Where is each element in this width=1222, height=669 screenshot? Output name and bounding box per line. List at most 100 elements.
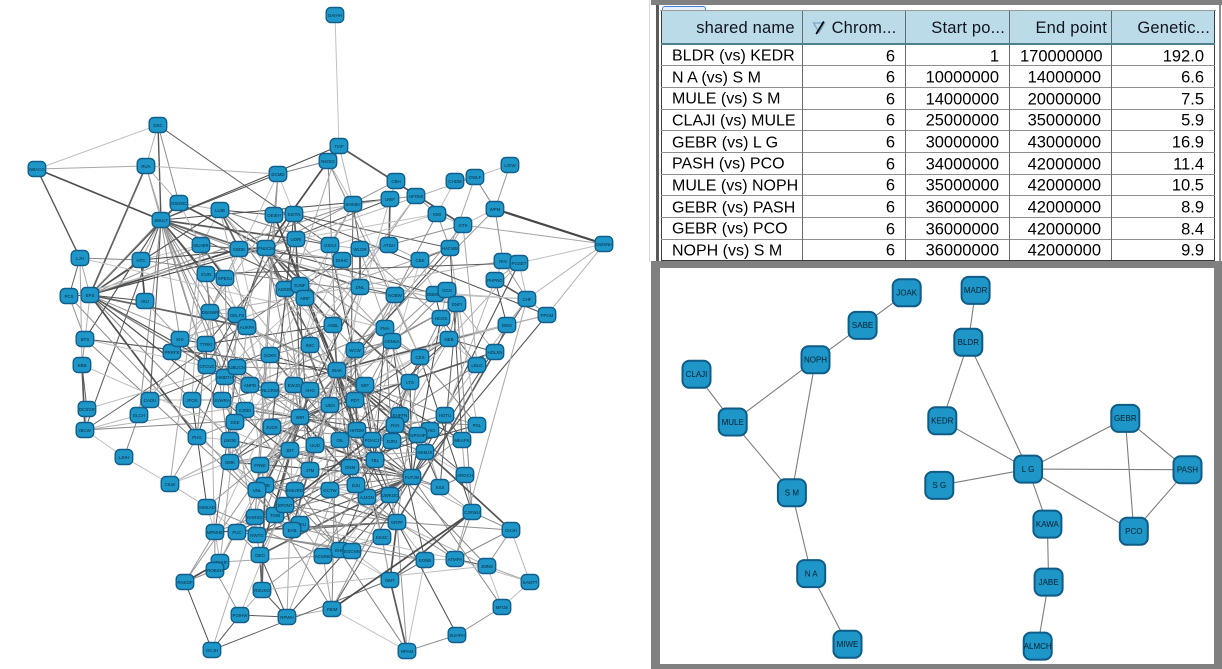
- svg-text:EWJO: EWJO: [288, 383, 301, 388]
- svg-text:AUKPA: AUKPA: [240, 325, 255, 330]
- svg-text:INIC: INIC: [306, 343, 315, 348]
- svg-text:OEO: OEO: [255, 553, 265, 558]
- svg-text:NOBW: NOBW: [388, 293, 403, 298]
- svg-text:KHI: KHI: [176, 337, 183, 342]
- svg-text:EHM: EHM: [335, 548, 345, 553]
- svg-text:NWTG: NWTG: [250, 533, 264, 538]
- svg-text:HACWB: HACWB: [442, 246, 458, 251]
- svg-text:SJDEI: SJDEI: [239, 408, 251, 413]
- svg-text:PCS: PCS: [64, 294, 73, 299]
- svg-text:KNURD: KNURD: [287, 488, 303, 493]
- svg-text:LUIB: LUIB: [215, 208, 225, 213]
- svg-text:S M: S M: [785, 489, 800, 498]
- svg-text:DJU: DJU: [352, 483, 361, 488]
- svg-text:UWF: UWF: [385, 197, 395, 202]
- svg-text:EPS: EPS: [86, 293, 95, 298]
- svg-text:OCJH: OCJH: [206, 648, 218, 653]
- svg-text:CBK: CBK: [415, 258, 424, 263]
- svg-text:AIRF: AIRF: [300, 296, 310, 301]
- svg-text:HMDTH: HMDTH: [217, 375, 233, 380]
- svg-text:OEIEH: OEIEH: [267, 213, 281, 218]
- svg-text:KHCI: KHCI: [425, 428, 436, 433]
- svg-text:RNSOF: RNSOF: [177, 580, 193, 585]
- svg-text:ADSIW: ADSIW: [278, 287, 293, 292]
- svg-text:IBCW: IBCW: [79, 428, 91, 433]
- svg-text:JTM: JTM: [306, 468, 315, 473]
- svg-text:DBMKD: DBMKD: [427, 292, 443, 297]
- svg-text:MFOE: MFOE: [496, 605, 509, 610]
- svg-text:ATSH: ATSH: [383, 243, 394, 248]
- svg-text:LWOE: LWOE: [224, 438, 237, 443]
- svg-text:PASH: PASH: [1177, 466, 1198, 475]
- svg-text:HCOS: HCOS: [435, 316, 448, 321]
- svg-text:IBAK: IBAK: [332, 368, 342, 373]
- svg-text:GELFS: GELFS: [230, 313, 244, 318]
- svg-text:DJRJ: DJRJ: [387, 439, 398, 444]
- svg-text:MIWE: MIWE: [837, 640, 859, 649]
- svg-text:DNL: DNL: [356, 285, 365, 290]
- svg-text:FBIM: FBIM: [327, 607, 338, 612]
- svg-text:SAMTT: SAMTT: [523, 580, 538, 585]
- svg-text:ALMCH: ALMCH: [1024, 642, 1052, 651]
- svg-text:LBLG: LBLG: [471, 363, 483, 368]
- svg-text:JOAK: JOAK: [896, 289, 918, 298]
- svg-text:SSITN: SSITN: [288, 212, 301, 217]
- svg-text:LJH: LJH: [76, 256, 84, 261]
- svg-text:SABE: SABE: [852, 321, 873, 330]
- svg-text:EHFFN: EHFFN: [393, 413, 408, 418]
- svg-text:KBB: KBB: [78, 363, 87, 368]
- svg-text:MPMHE: MPMHE: [207, 530, 223, 535]
- svg-text:DCSGR: DCSGR: [79, 407, 95, 412]
- svg-text:FKN: FKN: [391, 423, 400, 428]
- svg-text:DJNF: DJNF: [294, 283, 306, 288]
- svg-text:UORI: UORI: [291, 237, 302, 242]
- svg-text:WIF: WIF: [361, 383, 369, 388]
- svg-text:KKSC: KKSC: [376, 535, 388, 540]
- svg-text:RSUKO: RSUKO: [254, 588, 270, 593]
- svg-text:UNL: UNL: [253, 488, 262, 493]
- svg-text:GOKK: GOKK: [264, 353, 277, 358]
- svg-text:ENFI: ENFI: [452, 302, 462, 307]
- svg-text:WLOR: WLOR: [353, 247, 366, 252]
- svg-text:TBL: TBL: [371, 458, 380, 463]
- svg-text:HFOMI: HFOMI: [409, 194, 423, 199]
- svg-text:TIAF: TIAF: [334, 144, 344, 149]
- svg-text:JWULT: JWULT: [154, 218, 169, 223]
- svg-text:ELCH: ELCH: [133, 413, 145, 418]
- svg-text:NBACG: NBACG: [29, 167, 45, 172]
- svg-text:PPGM: PPGM: [541, 313, 554, 318]
- svg-text:NPAM: NPAM: [401, 649, 414, 654]
- svg-text:FNUCM: FNUCM: [258, 246, 274, 251]
- svg-text:FMA: FMA: [380, 326, 389, 331]
- svg-text:JMNS: JMNS: [481, 564, 493, 569]
- svg-text:CES: CES: [415, 355, 424, 360]
- svg-text:DCMD: DCMD: [271, 172, 284, 177]
- svg-text:FRWI: FRWI: [254, 463, 265, 468]
- svg-text:MSKAD: MSKAD: [199, 505, 215, 510]
- svg-text:POIHW: POIHW: [233, 613, 249, 618]
- svg-text:DSE: DSE: [230, 420, 239, 425]
- svg-text:DSC: DSC: [153, 123, 162, 128]
- svg-text:LTS: LTS: [406, 380, 414, 385]
- svg-text:RUA: RUA: [141, 164, 150, 169]
- svg-text:PRRFB: PRRFB: [165, 350, 180, 355]
- svg-text:PGL: PGL: [473, 423, 482, 428]
- svg-text:ROBSH: ROBSH: [207, 568, 223, 573]
- svg-text:NOPH: NOPH: [804, 356, 827, 365]
- svg-text:KIUI: KIUI: [436, 485, 445, 490]
- svg-text:ASBL: ASBL: [327, 323, 339, 328]
- svg-text:UUD: UUD: [310, 443, 320, 448]
- svg-text:KAWA: KAWA: [1036, 520, 1060, 529]
- svg-text:AHG: AHG: [305, 388, 315, 393]
- svg-text:MULE: MULE: [722, 418, 744, 427]
- svg-text:MLHER: MLHER: [193, 243, 208, 248]
- svg-text:JABE: JABE: [1039, 578, 1059, 587]
- svg-text:CJRWU: CJRWU: [464, 510, 480, 515]
- svg-text:NPSHP: NPSHP: [410, 433, 425, 438]
- svg-text:CILW: CILW: [165, 482, 177, 487]
- svg-text:CHJH: CHJH: [505, 528, 517, 533]
- svg-text:KMI: KMI: [433, 212, 441, 217]
- svg-text:EAB: EAB: [288, 528, 297, 533]
- svg-text:SPEGJ: SPEGJ: [218, 276, 232, 281]
- svg-text:PHG: PHG: [192, 435, 202, 440]
